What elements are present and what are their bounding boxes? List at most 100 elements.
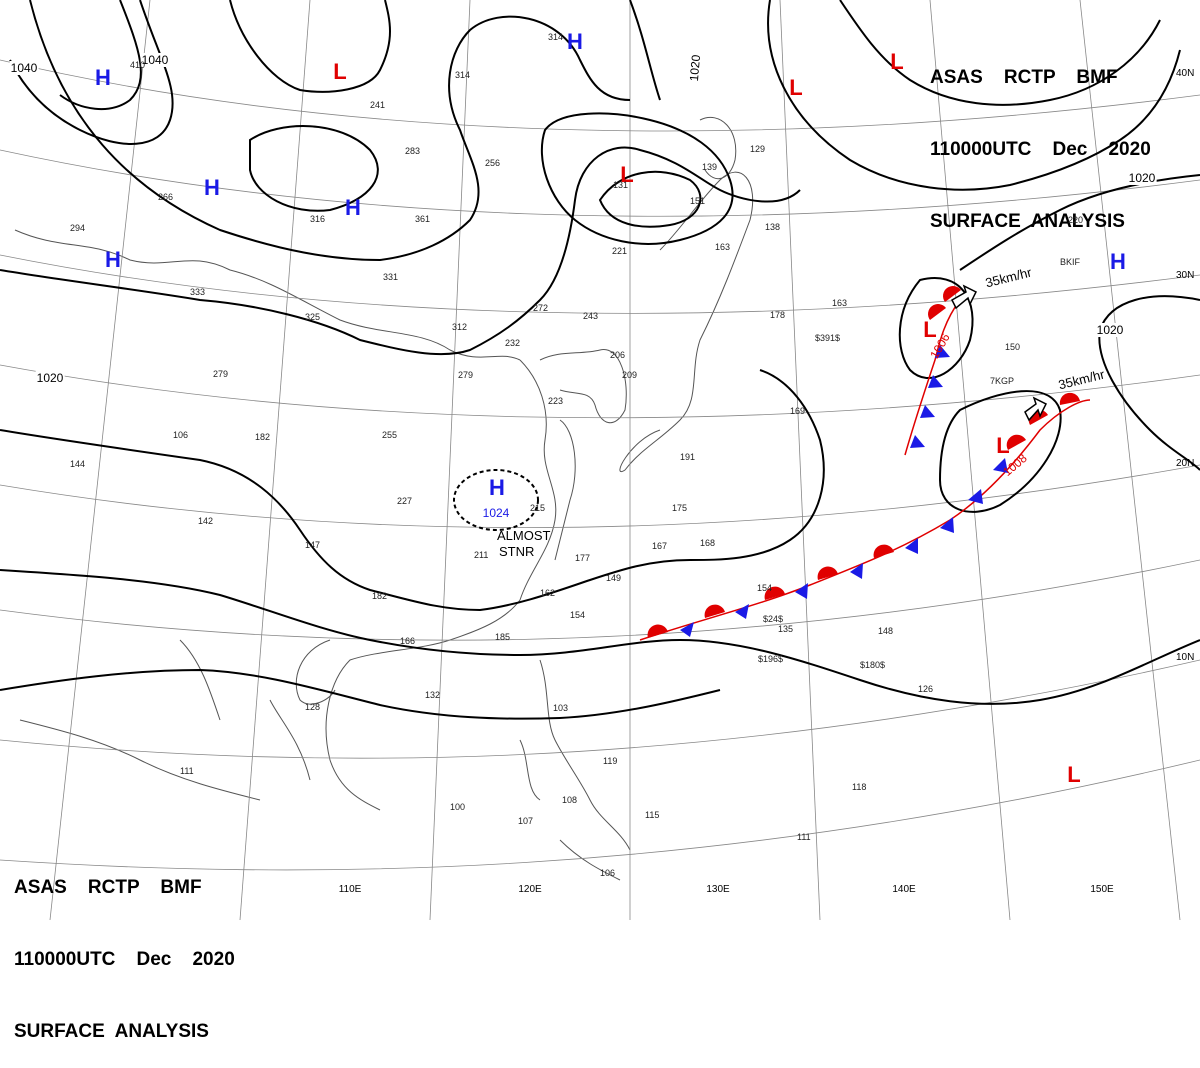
station-reading: 154 (570, 610, 586, 620)
isobars (0, 0, 1200, 720)
latitude-label: 20N (1176, 458, 1195, 469)
station-reading: 111 (180, 766, 194, 776)
station-code: BKIF (1060, 257, 1081, 267)
station-reading: 175 (672, 503, 688, 513)
station-reading: 151 (690, 196, 706, 206)
station-reading: 149 (606, 573, 622, 583)
isobar-label: 1020 (686, 53, 704, 83)
station-reading: 279 (213, 369, 229, 379)
station-reading: 106 (173, 430, 189, 440)
station-code: $180$ (860, 660, 886, 670)
low-pressure-marker: L (789, 75, 803, 100)
header-top-line1: ASAS RCTP BMF (930, 67, 1118, 88)
low-pressure-marker: L (1067, 762, 1081, 787)
center-pressure-high: 1024 (482, 506, 510, 520)
isobar-label: 1040 (9, 61, 39, 75)
station-reading: 209 (622, 370, 638, 380)
longitude-label: 130E (706, 884, 730, 895)
stationary-note-line1: ALMOST (497, 528, 551, 543)
stationary-note: ALMOST STNR (497, 528, 550, 560)
header-bottom: ASAS RCTP BMF 110000UTC Dec 2020 SURFACE… (14, 828, 235, 1068)
longitude-label: 120E (518, 884, 542, 895)
weather-map (0, 0, 1200, 920)
station-reading: 325 (305, 312, 321, 322)
station-reading: 131 (613, 180, 629, 190)
station-reading: 106 (600, 868, 616, 878)
cold-front-triangles (680, 345, 1008, 637)
high-pressure-marker: H (105, 247, 121, 272)
station-reading: 182 (255, 432, 271, 442)
station-reading: 144 (70, 459, 86, 469)
station-reading: 111 (797, 832, 811, 842)
isobar-label: 1020 (1095, 323, 1125, 337)
station-reading: 135 (778, 624, 794, 634)
station-reading: 283 (405, 146, 421, 156)
isobar-label: 1020 (1127, 171, 1157, 185)
station-reading: 166 (400, 636, 416, 646)
station-reading: 333 (190, 287, 206, 297)
station-reading: 119 (603, 756, 618, 766)
station-reading: 312 (452, 322, 468, 332)
station-reading: 178 (770, 310, 786, 320)
station-reading: 241 (370, 100, 386, 110)
station-reading: 223 (548, 396, 564, 406)
station-reading: 115 (645, 810, 660, 820)
station-reading: 142 (198, 516, 214, 526)
isobar-label: 1020 (35, 371, 65, 385)
header-top-line3: SURFACE ANALYSIS (930, 211, 1125, 232)
station-reading: 154 (757, 583, 773, 593)
station-reading: 108 (562, 795, 578, 805)
station-reading: 255 (382, 430, 398, 440)
warm-front-semicircles (647, 286, 1080, 638)
station-reading: 107 (518, 816, 534, 826)
station-reading: 103 (553, 703, 569, 713)
header-top-line2: 110000UTC Dec 2020 (930, 139, 1151, 160)
station-reading: 227 (397, 496, 413, 506)
station-reading: 314 (548, 32, 564, 42)
header-bottom-line1: ASAS RCTP BMF (14, 877, 202, 898)
station-reading: 163 (715, 242, 731, 252)
latitude-label: 30N (1176, 270, 1195, 281)
station-reading: 177 (575, 553, 591, 563)
low-pressure-marker: L (923, 317, 937, 342)
coastlines (14, 116, 754, 881)
motion-arrows (951, 284, 1048, 422)
station-reading: 316 (310, 214, 326, 224)
longitude-label: 110E (338, 884, 362, 895)
station-reading: 167 (652, 541, 668, 551)
latitude-label: 40N (1176, 68, 1195, 79)
station-reading: 138 (765, 222, 781, 232)
high-pressure-marker: H (345, 195, 361, 220)
station-reading: 139 (702, 162, 718, 172)
station-reading: 256 (485, 158, 501, 168)
high-pressure-marker: H (489, 475, 505, 500)
low-pressure-marker: L (620, 162, 634, 187)
station-reading: 169 (790, 406, 806, 416)
station-reading: 118 (852, 782, 867, 792)
station-reading: 272 (533, 303, 549, 313)
isobar-label: 1040 (140, 53, 170, 67)
station-reading: 221 (612, 246, 628, 256)
high-pressure-marker: H (95, 65, 111, 90)
station-reading: 147 (305, 540, 321, 550)
station-reading: 314 (455, 70, 471, 80)
station-reading: 168 (700, 538, 716, 548)
station-reading: 185 (495, 632, 511, 642)
station-reading: 331 (383, 272, 399, 282)
station-reading: 163 (832, 298, 848, 308)
low-pressure-marker: L (996, 433, 1010, 458)
station-code: $24$ (763, 614, 784, 624)
station-reading: 150 (1005, 342, 1021, 352)
station-reading: 266 (158, 192, 174, 202)
header-bottom-line2: 110000UTC Dec 2020 (14, 949, 235, 970)
low-pressure-marker: L (890, 49, 904, 74)
station-reading: 206 (610, 350, 626, 360)
station-reading: 220 (1068, 215, 1084, 225)
station-reading: 279 (458, 370, 474, 380)
stationary-ring (453, 469, 539, 531)
low-pressure-marker: L (333, 59, 347, 84)
station-reading: 132 (425, 690, 441, 700)
latitude-label: 10N (1176, 652, 1195, 663)
station-reading: 215 (530, 503, 546, 513)
station-code: 7KGP (990, 376, 1015, 386)
